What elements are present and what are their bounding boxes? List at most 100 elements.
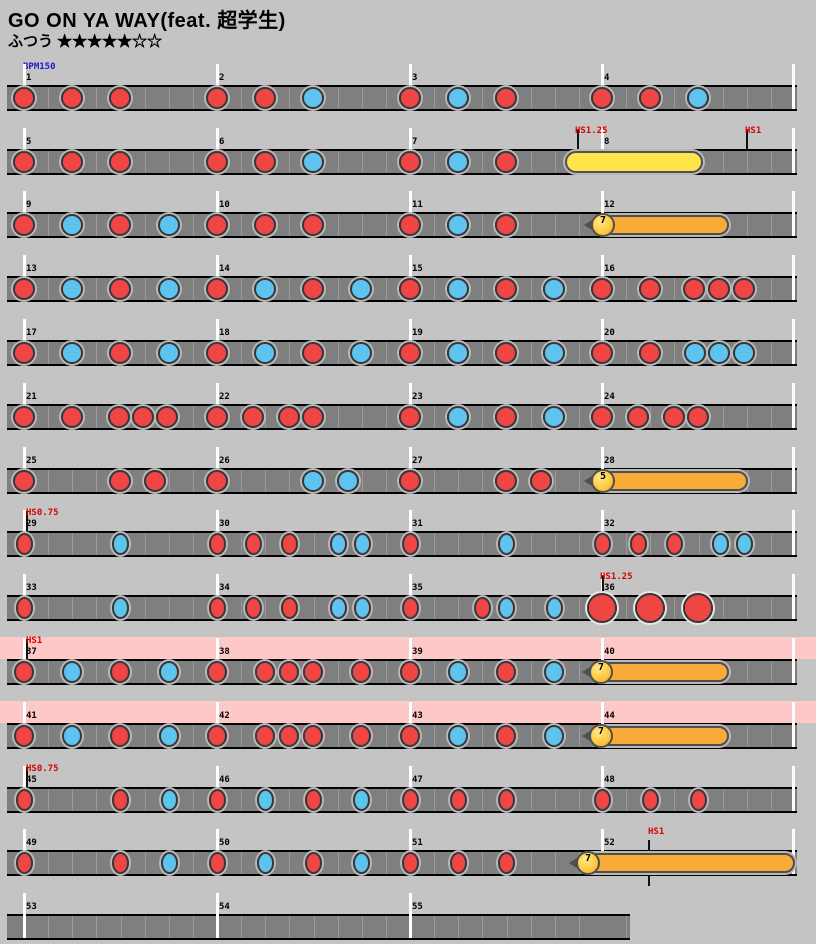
note-ka	[544, 661, 564, 683]
beat-divider	[192, 470, 194, 492]
note-ka	[350, 278, 372, 300]
barline	[601, 255, 604, 300]
note-don	[683, 278, 705, 300]
beat-divider	[746, 406, 748, 428]
beat-divider	[578, 789, 580, 811]
measure-number: 11	[412, 200, 423, 210]
beat-divider	[192, 406, 194, 428]
beat-divider	[746, 151, 748, 173]
barline	[792, 255, 795, 300]
balloon-count: 7	[597, 662, 605, 673]
beat-divider	[361, 916, 363, 938]
note-ka	[447, 87, 469, 109]
note-don-big	[635, 593, 665, 623]
beat-divider	[96, 278, 98, 300]
beat-divider	[626, 597, 628, 619]
beat-divider	[458, 533, 460, 555]
beat-divider	[626, 916, 627, 938]
note-ka	[158, 342, 180, 364]
note-don	[399, 214, 421, 236]
beat-divider	[482, 916, 484, 938]
barline	[601, 128, 604, 173]
note-don	[206, 151, 228, 173]
note-don	[496, 661, 516, 683]
barline	[601, 64, 604, 109]
beat-divider	[337, 278, 339, 300]
measure-number: 40	[604, 647, 615, 657]
beat-divider	[192, 533, 194, 555]
measure-number: 17	[26, 328, 37, 338]
note-don	[61, 406, 83, 428]
beat-divider	[48, 214, 50, 236]
beat-divider	[361, 87, 363, 109]
note-ka	[61, 214, 83, 236]
note-don	[244, 597, 262, 619]
note-ka	[447, 406, 469, 428]
balloon-tail	[582, 667, 590, 677]
measure-number: 13	[26, 264, 37, 274]
measure-number: 25	[26, 456, 37, 466]
note-ka	[350, 342, 372, 364]
note-ka	[544, 725, 564, 747]
beat-divider	[385, 214, 387, 236]
beat-divider	[192, 151, 194, 173]
beat-divider	[530, 151, 532, 173]
beat-divider	[241, 852, 243, 874]
difficulty-stars: ふつう ★★★★★☆☆	[8, 33, 163, 50]
beat-divider	[72, 789, 74, 811]
measure-number: 47	[412, 775, 423, 785]
beat-divider	[241, 406, 243, 428]
note-don	[15, 789, 33, 811]
hs-label: HS0.75	[26, 764, 59, 774]
beat-divider	[578, 533, 580, 555]
note-ka	[256, 852, 274, 874]
barline	[409, 319, 412, 364]
barline	[792, 829, 795, 874]
measure-number: 7	[412, 137, 418, 147]
measure-number: 34	[219, 583, 230, 593]
note-ka	[447, 151, 469, 173]
beat-divider	[96, 725, 98, 747]
note-don	[242, 406, 264, 428]
note-don	[473, 597, 491, 619]
beat-divider	[265, 597, 267, 619]
note-don	[495, 406, 517, 428]
note-don	[108, 406, 130, 428]
beat-divider	[96, 406, 98, 428]
beat-divider	[626, 87, 628, 109]
note-ka	[735, 533, 753, 555]
beat-divider	[770, 214, 772, 236]
note-don	[278, 406, 300, 428]
beat-divider	[265, 916, 267, 938]
note-don	[639, 87, 661, 109]
beat-divider	[337, 214, 339, 236]
note-don	[302, 278, 324, 300]
barline	[23, 893, 26, 938]
beat-divider	[554, 533, 556, 555]
measure-number: 55	[412, 902, 423, 912]
beat-divider	[241, 916, 243, 938]
barline	[792, 447, 795, 492]
beat-divider	[48, 789, 50, 811]
beat-divider	[48, 852, 50, 874]
note-ka	[352, 789, 370, 811]
beat-divider	[746, 725, 748, 747]
beat-divider	[241, 533, 243, 555]
beat-divider	[746, 214, 748, 236]
beat-divider	[530, 87, 532, 109]
note-don	[665, 533, 683, 555]
barline	[792, 319, 795, 364]
beat-divider	[96, 214, 98, 236]
beat-divider	[192, 278, 194, 300]
note-ka	[160, 852, 178, 874]
balloon-tail	[582, 731, 590, 741]
note-don	[279, 661, 299, 683]
beat-divider	[385, 533, 387, 555]
hs-tick	[26, 767, 28, 787]
note-ka	[61, 342, 83, 364]
beat-divider	[337, 852, 339, 874]
barline	[792, 191, 795, 236]
note-don	[132, 406, 154, 428]
beat-divider	[434, 725, 436, 747]
note-ka	[497, 597, 515, 619]
